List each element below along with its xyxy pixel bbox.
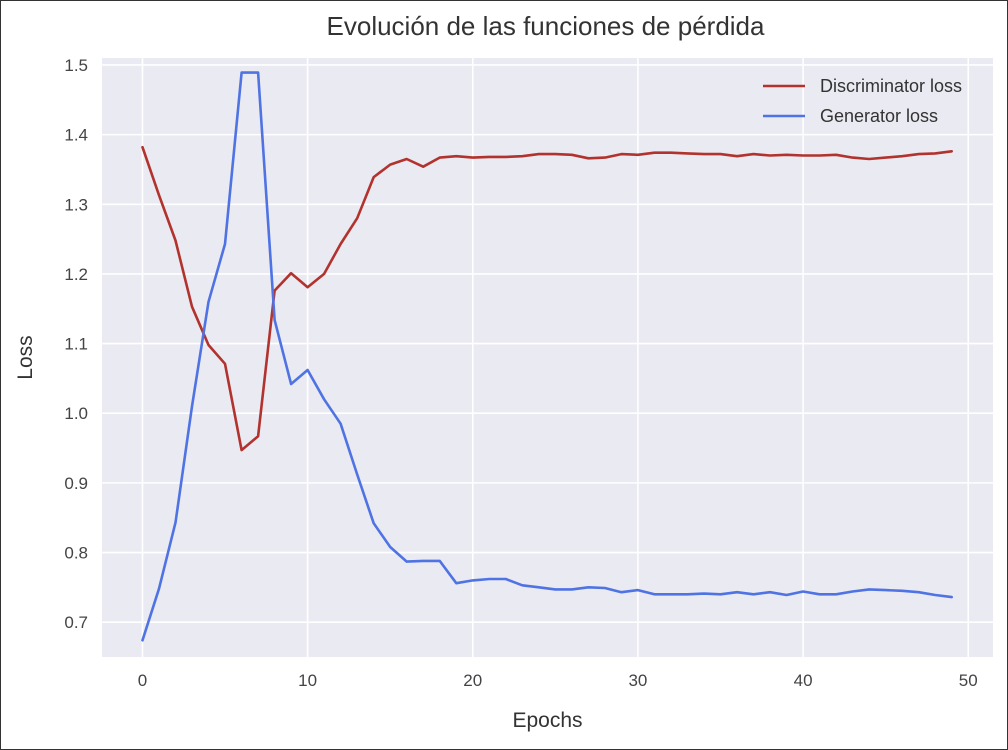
x-tick-label: 50 xyxy=(959,671,978,690)
series-line-generator xyxy=(141,71,954,642)
y-tick-label: 1.1 xyxy=(64,335,88,354)
series-group xyxy=(141,71,954,642)
legend: Discriminator loss Generator loss xyxy=(763,76,962,126)
y-tick-label: 0.9 xyxy=(64,474,88,493)
x-axis-label: Epochs xyxy=(512,709,582,732)
y-tick-label: 1.0 xyxy=(64,404,88,423)
x-tick-labels: 0 10 20 30 40 50 xyxy=(138,671,978,690)
x-tick-label: 20 xyxy=(463,671,482,690)
x-tick-label: 10 xyxy=(298,671,317,690)
grid-lines xyxy=(102,58,993,657)
legend-label: Discriminator loss xyxy=(820,76,962,96)
plot-area xyxy=(102,58,993,657)
y-axis-label: Loss xyxy=(14,335,37,379)
x-tick-label: 0 xyxy=(138,671,147,690)
y-tick-label: 1.5 xyxy=(64,56,88,75)
legend-label: Generator loss xyxy=(820,106,938,126)
y-tick-label: 0.7 xyxy=(64,613,88,632)
x-tick-label: 30 xyxy=(628,671,647,690)
y-tick-labels: 0.7 0.8 0.9 1.0 1.1 1.2 1.3 1.4 1.5 xyxy=(64,56,88,632)
chart-title: Evolución de las funciones de pérdida xyxy=(327,11,766,41)
y-tick-label: 0.8 xyxy=(64,544,88,563)
x-tick-label: 40 xyxy=(794,671,813,690)
y-tick-label: 1.4 xyxy=(64,126,88,145)
y-tick-label: 1.3 xyxy=(64,195,88,214)
series-line-discriminator xyxy=(141,145,954,452)
y-tick-label: 1.2 xyxy=(64,265,88,284)
